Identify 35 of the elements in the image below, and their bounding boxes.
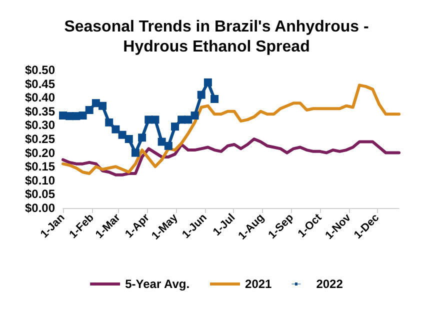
y-tick-label: $0.00 — [24, 201, 56, 215]
chart-title: Seasonal Trends in Brazil's Anhydrous - Hydrous Ethanol Spread — [64, 18, 369, 56]
point — [112, 125, 120, 134]
point — [197, 90, 206, 99]
y-tick-label: $0.45 — [24, 76, 56, 91]
point — [158, 138, 166, 146]
point — [124, 135, 133, 143]
point — [210, 94, 219, 103]
point — [164, 142, 172, 150]
point — [184, 116, 192, 124]
legend-label: 2021 — [245, 277, 272, 291]
y-tick-label: $0.10 — [24, 173, 56, 188]
point — [131, 148, 140, 157]
point — [98, 102, 107, 110]
point — [85, 106, 94, 114]
y-tick-label: $0.25 — [24, 132, 56, 146]
point — [151, 116, 160, 124]
y-tick-label: $0.05 — [24, 187, 56, 202]
legend-label: 2022 — [316, 277, 344, 291]
point — [138, 134, 146, 142]
y-tick-label: $0.20 — [24, 146, 56, 160]
point — [118, 130, 126, 139]
y-tick-label: $0.35 — [24, 104, 56, 118]
point — [105, 118, 114, 126]
legend-label: 5-Year Avg. — [125, 277, 190, 291]
point — [78, 112, 87, 120]
y-tick-label: $0.15 — [24, 160, 56, 174]
point — [171, 122, 179, 131]
point — [190, 112, 199, 120]
y-tick-label: $0.40 — [24, 90, 56, 105]
y-tick-label: $0.50 — [24, 63, 56, 77]
line-series — [62, 138, 400, 176]
point — [204, 78, 212, 86]
line-series — [62, 84, 400, 175]
y-tick-label: $0.30 — [24, 118, 56, 132]
